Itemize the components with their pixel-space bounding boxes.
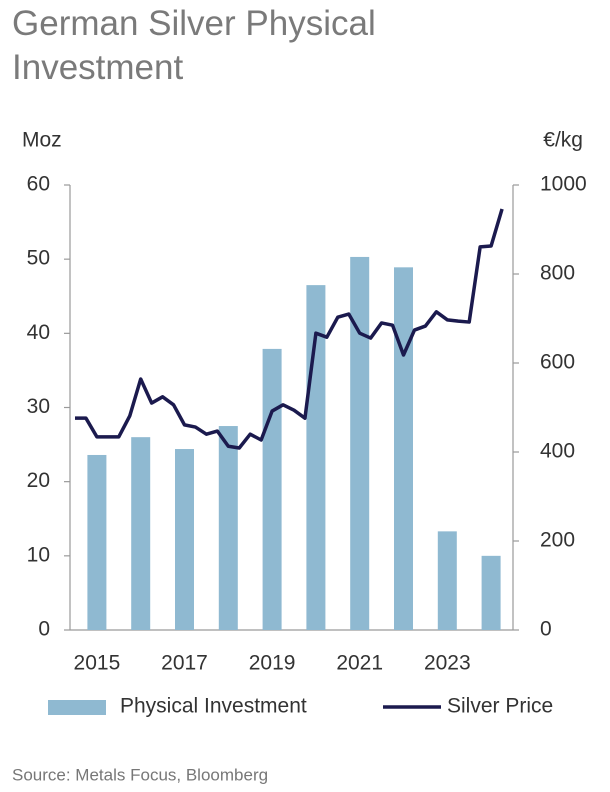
line: [75, 208, 504, 450]
y-tick-label: 50: [27, 247, 50, 270]
bar: [350, 256, 370, 630]
y-tick-label: 0: [38, 618, 50, 641]
bar: [87, 454, 107, 630]
y-tick-label: 10: [27, 543, 50, 566]
bar: [394, 267, 413, 630]
x-tick-label: 2017: [161, 652, 208, 675]
chart-title: German Silver Physical Investment: [12, 4, 376, 87]
y2-axis-label: €/kg: [543, 129, 583, 152]
legend-swatch: [48, 700, 106, 715]
x-tick-label: 2019: [249, 652, 296, 675]
y-tick-label: 40: [27, 321, 50, 344]
bar: [218, 426, 238, 630]
bar: [175, 449, 194, 630]
y2-tick-label: 800: [540, 262, 575, 285]
x-tick-label: 2015: [74, 652, 121, 675]
y-tick-label: 60: [27, 173, 50, 196]
legend-label: Physical Investment: [120, 695, 307, 718]
legend-label: Silver Price: [447, 695, 553, 718]
x-tick-label: 2023: [424, 652, 471, 675]
y-tick-label: 30: [27, 395, 50, 418]
y2-tick-label: 0: [540, 618, 552, 641]
bar: [437, 531, 457, 630]
y-tick-label: 20: [27, 469, 50, 492]
y-axis-label: Moz: [22, 129, 62, 152]
y2-tick-label: 1000: [540, 173, 587, 196]
bar: [481, 555, 501, 630]
bar: [131, 437, 151, 630]
y2-tick-label: 600: [540, 351, 575, 374]
y2-tick-label: 200: [540, 529, 575, 552]
y2-tick-label: 400: [540, 440, 575, 463]
bar: [262, 348, 282, 630]
source: Source: Metals Focus, Bloomberg: [12, 765, 268, 784]
x-tick-label: 2021: [336, 652, 383, 675]
